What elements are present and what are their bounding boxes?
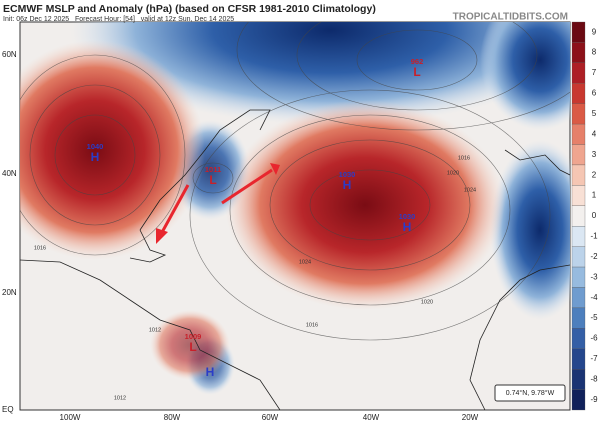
- coordinate-readout: 0.74°N, 9.78°W: [506, 389, 555, 397]
- colorbar-swatch: [571, 103, 586, 125]
- colorbar-label: -3: [590, 272, 598, 281]
- lon-label: 60W: [262, 413, 279, 422]
- colorbar-label: 9: [592, 27, 597, 36]
- colorbar-label: 5: [592, 109, 597, 118]
- colorbar-swatch: [571, 287, 586, 309]
- colorbar-label: 1: [592, 191, 597, 200]
- colorbar-label: -6: [590, 334, 598, 343]
- lon-label: 20W: [462, 413, 479, 422]
- colorbar-label: -7: [590, 354, 598, 363]
- colorbar-swatch: [571, 369, 586, 390]
- center-letter: L: [413, 65, 420, 79]
- lat-label: 20N: [2, 288, 17, 297]
- colorbar-label: 7: [592, 68, 597, 77]
- credit: TROPICALTIDBITS.COM: [453, 12, 568, 23]
- isobar-label: 1024: [464, 187, 476, 193]
- colorbar-label: 3: [592, 150, 597, 159]
- anomaly-field: [20, 22, 570, 410]
- colorbar-swatch: [571, 144, 586, 166]
- colorbar-label: 2: [592, 170, 597, 179]
- center-letter: L: [189, 340, 196, 354]
- colorbar-swatch: [571, 42, 586, 63]
- arrows: [156, 163, 280, 244]
- isobar-label: 1020: [421, 299, 433, 305]
- colorbar-label: -1: [590, 232, 598, 241]
- colorbar-label: -4: [590, 293, 598, 302]
- center-letter: L: [209, 173, 216, 187]
- center-letter: H: [91, 150, 100, 164]
- colorbar-swatch: [571, 83, 586, 104]
- colorbar-label: 6: [592, 89, 597, 98]
- center-letter: H: [403, 220, 412, 234]
- lat-label: 60N: [2, 50, 17, 59]
- colorbar-label: 4: [592, 129, 597, 138]
- lon-label: 80W: [164, 413, 181, 422]
- readout-box: [494, 384, 566, 402]
- colorbar-swatch: [571, 123, 586, 145]
- colorbar-swatch: [571, 328, 586, 349]
- center-value: 1009: [185, 332, 202, 341]
- center-letter: H: [343, 178, 352, 192]
- isobar-label: 1024: [299, 259, 311, 265]
- colorbar-label: 8: [592, 48, 597, 57]
- colorbar-swatch: [571, 348, 586, 370]
- lon-label: 40W: [363, 413, 380, 422]
- map-subtitle: Init: 06z Dec 12 2025 Forecast Hour: [54…: [3, 16, 234, 23]
- colorbar-swatch: [571, 389, 586, 411]
- colorbar-swatch: [571, 185, 586, 206]
- colorbar-swatch: [571, 226, 586, 247]
- isobar-label: 1012: [114, 395, 126, 401]
- map-title: ECMWF MSLP and Anomaly (hPa) (based on C…: [3, 3, 376, 15]
- isobar-label: 1016: [306, 322, 318, 328]
- center-value: 1040: [87, 142, 104, 151]
- center-value: 962: [411, 57, 424, 66]
- colorbar-swatch: [571, 164, 586, 186]
- isobar-label: 1012: [149, 327, 161, 333]
- isobar-label: 1016: [458, 155, 470, 161]
- colorbar-label: -5: [590, 313, 598, 322]
- center-value: 1011: [205, 165, 221, 174]
- lon-label: 100W: [60, 413, 81, 422]
- center-value: 1030: [339, 170, 356, 179]
- colorbar-swatch: [571, 266, 586, 288]
- lat-label: EQ: [2, 405, 14, 414]
- colorbar-swatch: [571, 21, 586, 43]
- colorbar-swatch: [571, 62, 586, 84]
- lat-label: 40N: [2, 169, 17, 178]
- isobar-label: 1020: [447, 170, 459, 176]
- colorbar-swatch: [571, 205, 586, 227]
- colorbar-swatch: [571, 307, 586, 329]
- center-value: 1030: [399, 212, 416, 221]
- colorbar-swatch: [571, 246, 586, 268]
- colorbar-label: 0: [592, 211, 597, 220]
- colorbar-label: -9: [590, 395, 598, 404]
- colorbar-label: -8: [590, 374, 598, 383]
- colorbar-label: -2: [590, 252, 598, 261]
- isobar-label: 1016: [34, 245, 46, 251]
- center-letter: H: [206, 365, 215, 379]
